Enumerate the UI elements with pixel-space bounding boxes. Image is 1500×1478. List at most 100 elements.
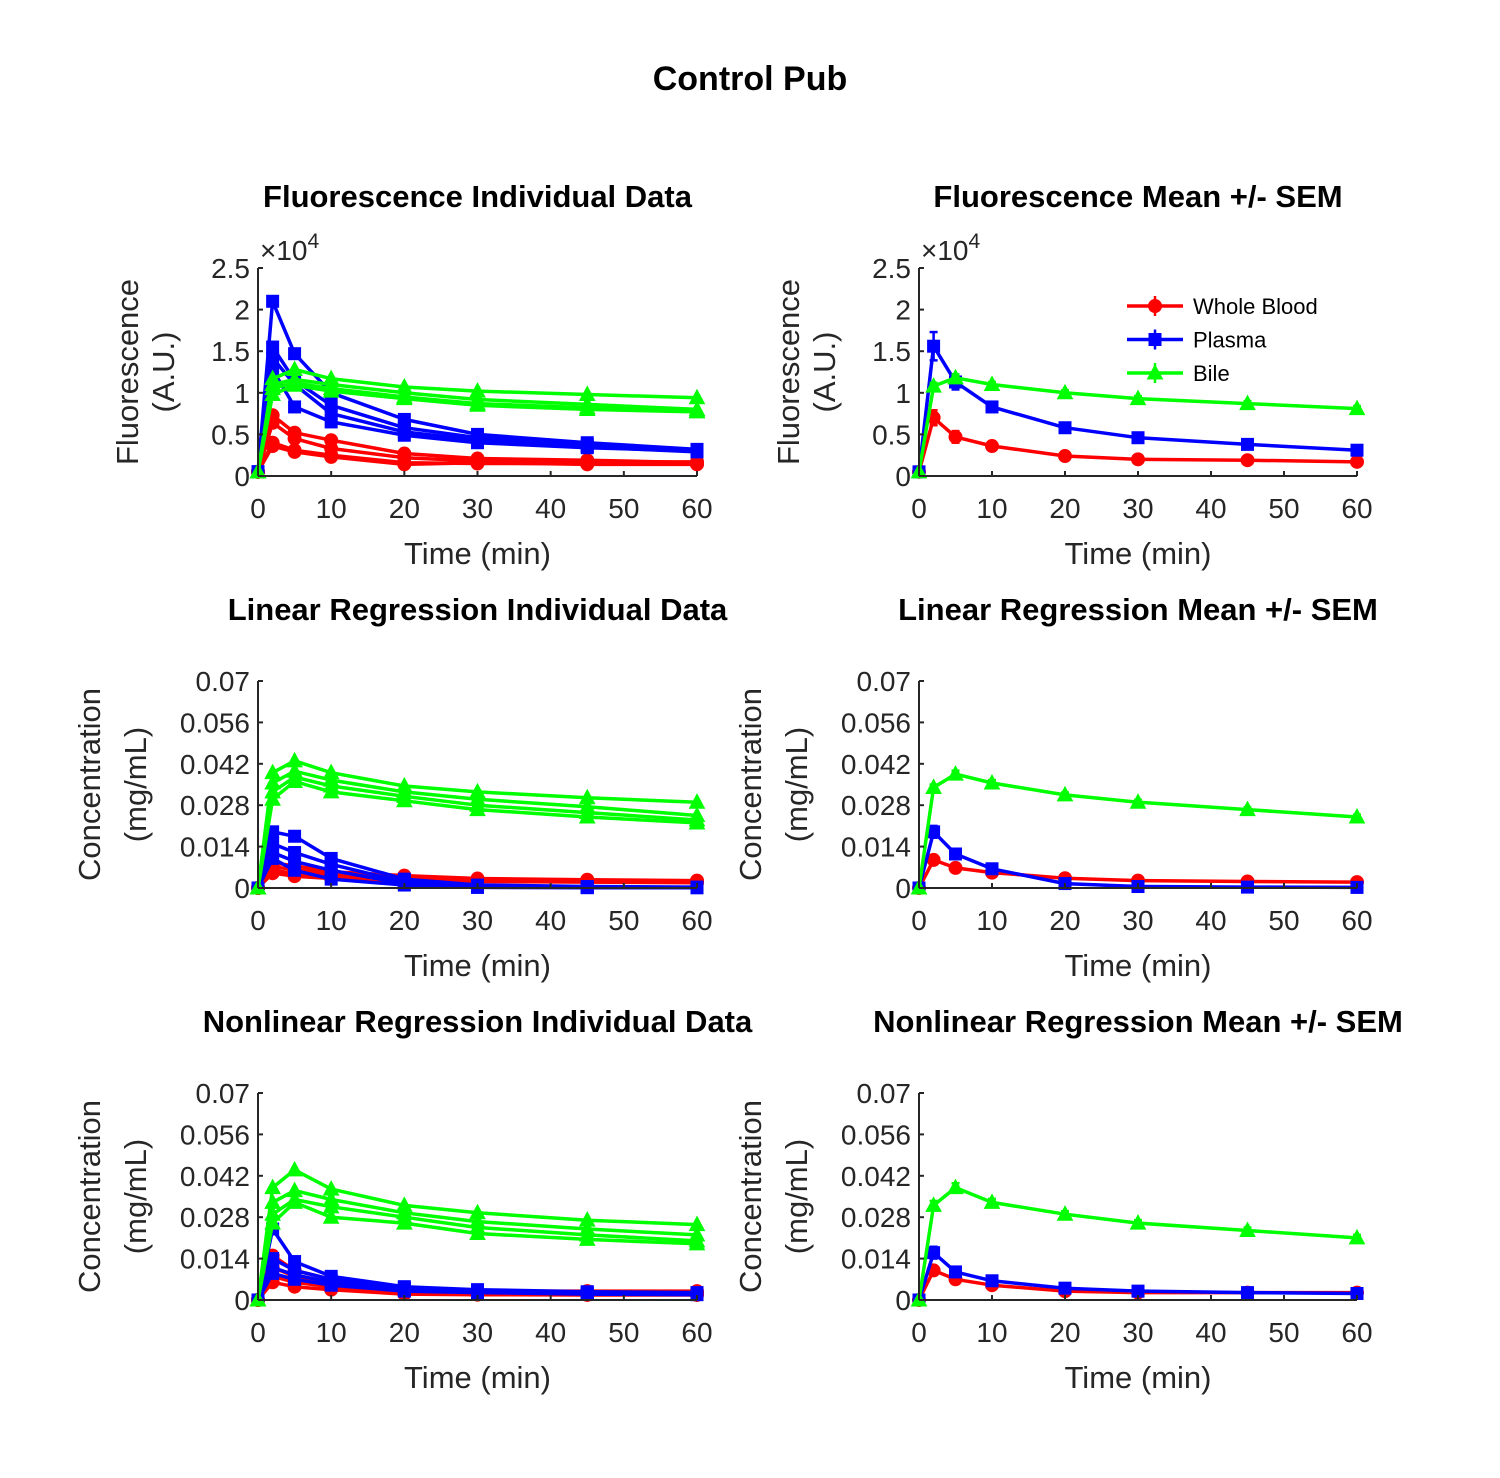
panel-title: Fluorescence Mean +/- SEM	[933, 179, 1342, 214]
y-tick-label: 0	[895, 1285, 911, 1316]
data-point	[397, 428, 411, 442]
y-tick-label: 0.042	[841, 749, 911, 780]
data-point	[288, 400, 302, 414]
data-point	[1131, 431, 1145, 445]
data-point	[1058, 1281, 1072, 1295]
data-point	[983, 1193, 1001, 1209]
x-tick-label: 0	[250, 493, 266, 524]
panel-linreg-individual: Linear Regression Individual Data 0 10 20 30…	[72, 592, 728, 983]
data-point	[266, 1266, 280, 1280]
data-point	[925, 377, 942, 393]
x-tick-label: 60	[1341, 905, 1372, 936]
x-tick-label: 0	[911, 905, 927, 936]
x-axis-label: Time (min)	[1065, 536, 1212, 571]
data-point	[397, 457, 412, 472]
y-tick-label: 0.042	[180, 749, 250, 780]
data-point	[948, 860, 963, 875]
data-point	[985, 1274, 999, 1288]
series-bile	[249, 1193, 706, 1307]
y-tick-label: 0	[895, 873, 911, 904]
x-tick-label: 60	[681, 493, 712, 524]
series-bile	[249, 360, 706, 479]
data-point	[266, 851, 280, 865]
y-exponent-label: ×104	[260, 230, 320, 266]
data-point	[264, 385, 281, 401]
data-point	[578, 400, 596, 416]
series-line	[256, 1200, 698, 1301]
data-point	[471, 436, 484, 450]
y-exponent-base: ×10	[921, 235, 969, 266]
series-bile	[249, 376, 706, 479]
y-tick-label: 0.056	[841, 707, 911, 738]
data-point	[322, 382, 340, 398]
y-tick-label: 0.014	[841, 832, 911, 863]
data-point	[1240, 453, 1255, 468]
y-tick-label: 2	[234, 295, 250, 326]
x-tick-label: 30	[1122, 493, 1153, 524]
data-point	[324, 415, 338, 429]
legend-label: Plasma	[1193, 328, 1267, 353]
series-bile	[910, 368, 1366, 479]
legend-entry: Plasma	[1127, 328, 1267, 353]
series-line	[256, 1168, 698, 1301]
data-point	[264, 790, 281, 806]
data-point	[469, 800, 486, 817]
data-point	[1129, 793, 1147, 809]
y-exponent-label: ×104	[921, 230, 981, 266]
data-point	[286, 1160, 303, 1177]
y-tick-label: 0.07	[196, 666, 251, 697]
x-tick-label: 30	[462, 1317, 493, 1348]
y-axis-label: Concentration	[733, 688, 768, 881]
x-tick-label: 50	[608, 1317, 639, 1348]
y-tick-label: 0.014	[841, 1244, 911, 1275]
data-point	[395, 1214, 413, 1230]
data-point	[1056, 1205, 1074, 1221]
x-tick-label: 60	[681, 1317, 712, 1348]
y-axis-label-units: (mg/mL)	[779, 727, 814, 842]
y-exponent-power: 4	[969, 230, 981, 253]
x-tick-label: 20	[389, 493, 420, 524]
y-tick-label: 2.5	[211, 253, 250, 284]
y-tick-label: 0.042	[180, 1161, 250, 1192]
x-tick-label: 10	[316, 905, 347, 936]
y-tick-label: 0	[234, 461, 250, 492]
x-tick-label: 50	[1268, 493, 1299, 524]
series-line	[917, 1185, 1358, 1301]
x-tick-label: 0	[911, 493, 927, 524]
x-tick-label: 30	[1122, 1317, 1153, 1348]
data-point	[322, 1208, 340, 1224]
data-point	[927, 1246, 941, 1260]
y-tick-label: 0.5	[872, 419, 911, 450]
series-bile	[249, 772, 706, 895]
x-tick-label: 30	[462, 905, 493, 936]
y-tick-label: 0.056	[180, 707, 250, 738]
data-point	[287, 431, 302, 446]
data-point	[578, 1230, 596, 1246]
x-axis-label: Time (min)	[404, 948, 551, 983]
y-tick-label: 0	[234, 1285, 250, 1316]
y-tick-label: 2	[895, 295, 911, 326]
x-tick-label: 20	[1049, 1317, 1080, 1348]
x-axis-label: Time (min)	[1065, 948, 1212, 983]
x-tick-label: 50	[1268, 1317, 1299, 1348]
data-point	[1348, 807, 1366, 824]
x-tick-label: 50	[608, 905, 639, 936]
data-point	[1241, 1286, 1254, 1300]
y-axis-label-units: (mg/mL)	[118, 1139, 153, 1254]
y-tick-label: 0.028	[180, 790, 250, 821]
data-point	[985, 439, 999, 454]
y-tick-label: 0.028	[841, 1202, 911, 1233]
data-point	[266, 351, 280, 365]
series-plasma	[912, 330, 1364, 479]
panel-title: Linear Regression Mean +/- SEM	[898, 592, 1378, 627]
data-point	[324, 449, 339, 464]
data-point	[985, 862, 999, 876]
data-point	[688, 402, 706, 419]
x-tick-label: 10	[976, 493, 1007, 524]
legend-entry: Bile	[1127, 361, 1230, 386]
x-tick-label: 50	[608, 493, 639, 524]
data-point	[947, 1178, 964, 1195]
series-line	[256, 775, 698, 889]
y-tick-label: 0.5	[211, 419, 250, 450]
